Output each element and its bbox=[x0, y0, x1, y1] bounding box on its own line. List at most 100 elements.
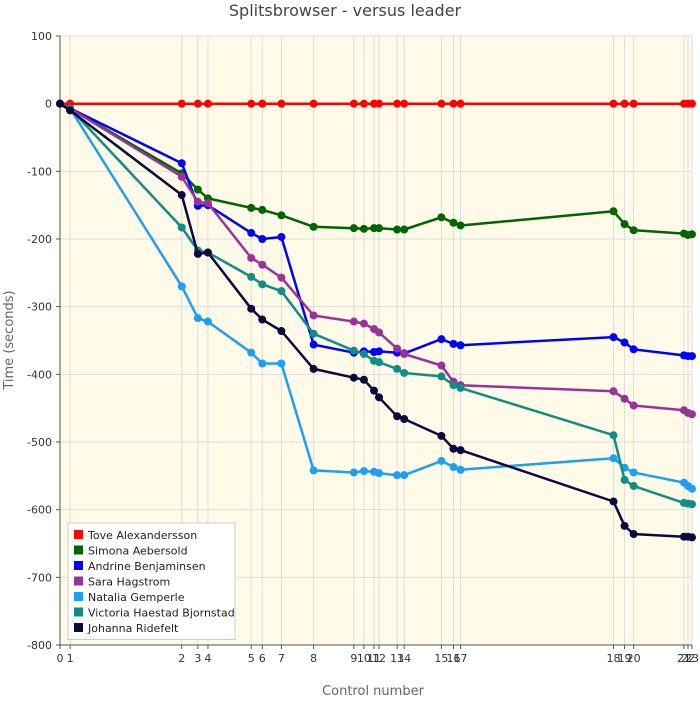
data-point bbox=[277, 359, 286, 368]
data-point bbox=[177, 172, 186, 181]
data-point bbox=[177, 159, 186, 168]
data-point bbox=[258, 99, 267, 108]
data-point bbox=[277, 211, 286, 220]
y-tick-label: -700 bbox=[27, 571, 52, 584]
data-point bbox=[277, 327, 286, 336]
x-tick-label: 11 bbox=[367, 652, 381, 665]
data-point bbox=[456, 341, 465, 350]
data-point bbox=[359, 224, 368, 233]
x-tick-label: 0 bbox=[57, 652, 64, 665]
data-point bbox=[375, 393, 384, 402]
data-point bbox=[688, 410, 696, 419]
data-point bbox=[309, 466, 318, 475]
data-point bbox=[629, 530, 638, 539]
data-point bbox=[309, 340, 318, 349]
data-point bbox=[400, 350, 409, 359]
data-point bbox=[247, 253, 256, 262]
data-point bbox=[203, 199, 212, 208]
x-tick-label: 5 bbox=[248, 652, 255, 665]
x-tick-label: 10 bbox=[357, 652, 371, 665]
data-point bbox=[56, 99, 64, 108]
x-tick-label: 20 bbox=[627, 652, 641, 665]
data-point bbox=[177, 223, 186, 232]
series-layer bbox=[56, 99, 696, 542]
data-point bbox=[400, 99, 409, 108]
data-point bbox=[375, 328, 384, 337]
legend-swatch bbox=[74, 561, 83, 570]
y-tick-label: -600 bbox=[27, 504, 52, 517]
legend-entry: Simona Aebersold bbox=[88, 545, 188, 558]
data-point bbox=[375, 224, 384, 233]
x-tick-label: 3 bbox=[194, 652, 201, 665]
y-axis-label: Time (seconds) bbox=[2, 290, 17, 390]
data-point bbox=[359, 467, 368, 476]
data-point bbox=[629, 226, 638, 235]
x-tick-label: 6 bbox=[259, 652, 266, 665]
data-point bbox=[247, 99, 256, 108]
data-point bbox=[393, 344, 402, 353]
data-point bbox=[620, 220, 629, 229]
x-tick-label: 13 bbox=[390, 652, 404, 665]
x-tick-label: 18 bbox=[607, 652, 621, 665]
data-point bbox=[456, 465, 465, 474]
legend-entry: Johanna Ridefelt bbox=[87, 622, 179, 635]
data-point bbox=[258, 205, 267, 214]
data-point bbox=[400, 471, 409, 480]
data-point bbox=[688, 230, 696, 239]
legend-swatch bbox=[74, 623, 83, 632]
data-point bbox=[437, 99, 446, 108]
data-point bbox=[620, 475, 629, 484]
data-point bbox=[437, 361, 446, 370]
x-tick-label: 12 bbox=[372, 652, 386, 665]
data-point bbox=[359, 319, 368, 328]
data-point bbox=[437, 456, 446, 465]
data-point bbox=[309, 329, 318, 338]
data-point bbox=[258, 359, 267, 368]
data-point bbox=[349, 346, 358, 355]
data-point bbox=[277, 99, 286, 108]
data-point bbox=[449, 444, 458, 453]
data-point bbox=[277, 287, 286, 296]
x-tick-label: 7 bbox=[278, 652, 285, 665]
data-point bbox=[629, 481, 638, 490]
data-point bbox=[609, 497, 618, 506]
legend-swatch bbox=[74, 545, 83, 555]
data-point bbox=[688, 484, 696, 493]
x-tick-label: 17 bbox=[454, 652, 468, 665]
y-tick-label: 0 bbox=[45, 98, 52, 111]
legend: Tove Alexandersson Simona Aebersold Andrin… bbox=[67, 522, 236, 640]
x-tick-label: 9 bbox=[350, 652, 357, 665]
x-tick-label: 14 bbox=[397, 652, 411, 665]
data-point bbox=[193, 99, 202, 108]
x-tick-label: 16 bbox=[446, 652, 460, 665]
x-tick-label: 4 bbox=[204, 652, 211, 665]
data-point bbox=[375, 99, 384, 108]
x-tick-label: 22 bbox=[681, 652, 695, 665]
y-tick-label: -300 bbox=[27, 301, 52, 314]
legend-entry: Natalia Gemperle bbox=[88, 591, 185, 604]
data-point bbox=[629, 99, 638, 108]
data-point bbox=[437, 335, 446, 344]
data-point bbox=[349, 99, 358, 108]
data-point bbox=[349, 224, 358, 233]
data-point bbox=[359, 350, 368, 359]
legend-entry: Victoria Haestad Bjornstad bbox=[88, 607, 235, 620]
data-point bbox=[456, 221, 465, 230]
data-point bbox=[688, 500, 696, 509]
data-point bbox=[258, 315, 267, 324]
data-point bbox=[449, 339, 458, 348]
data-point bbox=[688, 99, 696, 108]
x-tick-label: 2 bbox=[178, 652, 185, 665]
data-point bbox=[400, 225, 409, 234]
y-tick-label: -800 bbox=[27, 639, 52, 652]
data-point bbox=[456, 383, 465, 392]
data-point bbox=[247, 203, 256, 212]
legend-entry: Andrine Benjaminsen bbox=[88, 560, 206, 573]
data-point bbox=[203, 317, 212, 326]
data-point bbox=[609, 333, 618, 342]
data-point bbox=[193, 197, 202, 206]
data-point bbox=[437, 372, 446, 381]
legend-entry: Sara Hagstrom bbox=[88, 576, 170, 589]
